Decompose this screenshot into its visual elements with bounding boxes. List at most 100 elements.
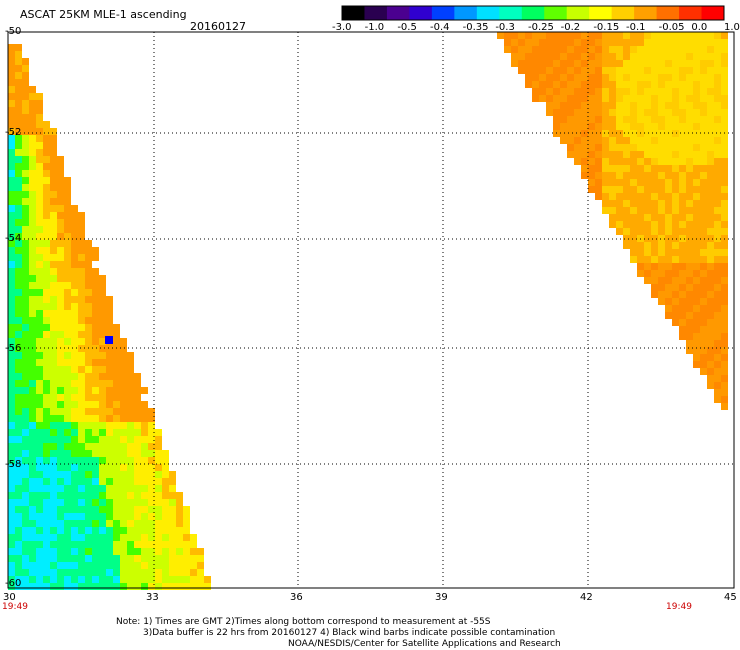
swath-cell [644,151,651,158]
swath-cell [43,450,50,457]
swath-cell [588,39,595,46]
swath-cell [546,53,553,60]
swath-cell [85,338,92,345]
swath-cell [99,345,106,352]
swath-cell [602,144,609,151]
swath-cell [602,200,609,207]
swath-cell [22,275,29,282]
swath-cell [707,340,714,347]
swath-cell [36,135,43,142]
swath-cell [525,67,532,74]
swath-cell [36,261,43,268]
swath-cell [609,144,616,151]
swath-cell [50,128,57,135]
swath-cell [658,144,665,151]
swath-cell [71,429,78,436]
swath-cell [99,422,106,429]
swath-cell [693,298,700,305]
swath-cell [609,123,616,130]
swath-cell [8,492,15,499]
swath-cell [120,415,127,422]
swath-cell [637,228,644,235]
swath-cell [155,450,162,457]
swath-cell [43,163,50,170]
swath-cell [15,51,22,58]
swath-cell [721,340,728,347]
swath-cell [623,235,630,242]
swath-cell [127,492,134,499]
swath-cell [29,408,36,415]
swath-cell [29,324,36,331]
swath-cell [672,151,679,158]
swath-cell [707,39,714,46]
swath-cell [64,436,71,443]
swath-cell [176,548,183,555]
swath-cell [553,81,560,88]
swath-cell [651,179,658,186]
swath-cell [651,207,658,214]
swath-cell [588,95,595,102]
swath-cell [22,184,29,191]
swath-cell [651,256,658,263]
swath-cell [92,380,99,387]
swath-cell [15,359,22,366]
swath-cell [106,408,113,415]
swath-cell [43,303,50,310]
swath-cell [714,340,721,347]
swath-cell [106,324,113,331]
swath-cell [99,331,106,338]
swath-cell [64,485,71,492]
colorbar-segment [589,6,613,20]
swath-cell [609,193,616,200]
swath-cell [71,499,78,506]
swath-cell [29,478,36,485]
swath-cell [43,576,50,583]
swath-cell [679,249,686,256]
swath-cell [8,527,15,534]
swath-cell [22,324,29,331]
swath-cell [581,116,588,123]
swath-cell [630,214,637,221]
swath-cell [71,303,78,310]
swath-cell [560,32,567,39]
swath-cell [721,32,728,39]
colorbar-segment [386,6,410,20]
swath-cell [581,53,588,60]
swath-cell [8,415,15,422]
swath-cell [43,268,50,275]
swath-cell [50,338,57,345]
swath-cell [693,242,700,249]
swath-cell [92,331,99,338]
swath-cell [658,53,665,60]
swath-cell [43,275,50,282]
swath-cell [197,548,204,555]
swath-cell [176,520,183,527]
swath-cell [518,53,525,60]
swath-cell [609,172,616,179]
swath-cell [721,382,728,389]
colorbar-label: 1.0 [724,22,740,33]
swath-cell [43,177,50,184]
swath-cell [567,137,574,144]
swath-cell [679,179,686,186]
swath-cell [630,242,637,249]
swath-cell [85,562,92,569]
swath-cell [679,123,686,130]
swath-cell [700,319,707,326]
swath-cell [525,53,532,60]
swath-cell [120,380,127,387]
swath-cell [71,478,78,485]
swath-cell [134,471,141,478]
swath-cell [567,74,574,81]
swath-cell [707,347,714,354]
swath-cell [721,67,728,74]
swath-cell [609,186,616,193]
swath-cell [78,387,85,394]
swath-cell [22,359,29,366]
swath-cell [57,548,64,555]
swath-cell [546,88,553,95]
swath-cell [43,520,50,527]
swath-cell [588,32,595,39]
swath-cell [71,569,78,576]
swath-cell [8,576,15,583]
